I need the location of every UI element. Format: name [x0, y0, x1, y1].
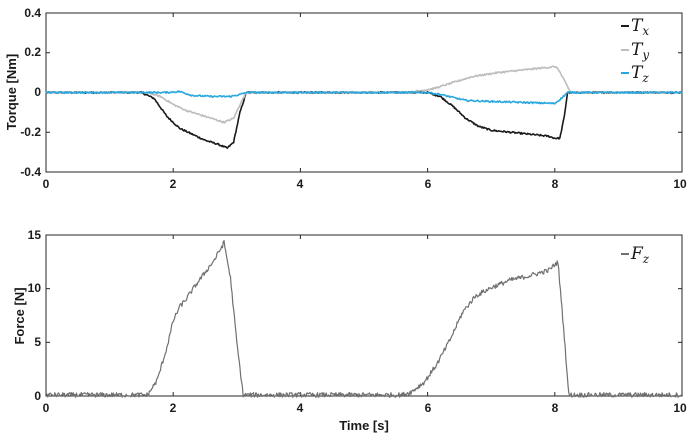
torque-x-tick-1: 2	[170, 177, 177, 191]
force-x-tick-2: 4	[297, 401, 304, 415]
torque-y-tick-2: 0	[34, 85, 41, 99]
force-y-tick-3: 15	[28, 228, 42, 242]
torque-series-lines	[45, 12, 683, 173]
force-series-fz-line	[45, 239, 683, 398]
torque-x-tick-4: 8	[552, 177, 559, 191]
legend-label-ty: Ty	[631, 40, 649, 62]
force-x-tick-5: 10	[673, 401, 687, 415]
force-x-ticks: 0 2 4 6 8 10	[43, 401, 687, 415]
torque-x-tick-2: 4	[297, 177, 304, 191]
force-x-axis-label: Time [s]	[339, 418, 389, 433]
force-y-tick-0: 0	[34, 389, 41, 403]
torque-series-tz-line	[45, 90, 683, 105]
torque-panel: -0.4 -0.2 0 0.2 0.4 0 2 4 6 8 10 Torque …	[4, 6, 687, 191]
torque-y-tick-3: 0.2	[24, 45, 41, 59]
torque-x-tick-0: 0	[43, 177, 50, 191]
force-plot-area	[45, 234, 683, 397]
force-y-axis-label: Force [N]	[12, 287, 27, 344]
legend-label-tx: Tx	[631, 16, 649, 38]
force-y-tick-1: 5	[34, 335, 41, 349]
torque-y-tick-4: 0.4	[24, 6, 41, 20]
torque-x-tick-5: 10	[673, 177, 687, 191]
legend-label-fz: Fz	[630, 244, 650, 266]
legend-label-tz: Tz	[631, 63, 649, 85]
torque-legend: Tx Ty Tz	[621, 16, 649, 85]
force-x-tick-3: 6	[425, 401, 432, 415]
torque-y-axis-label: Torque [Nm]	[4, 54, 19, 130]
force-x-tick-1: 2	[170, 401, 177, 415]
force-y-tick-2: 10	[28, 281, 42, 295]
force-series-lines	[45, 234, 683, 398]
torque-y-tick-0: -0.4	[20, 165, 41, 179]
torque-y-ticks: -0.4 -0.2 0 0.2 0.4	[20, 6, 41, 179]
torque-y-tick-1: -0.2	[20, 125, 41, 139]
torque-x-ticks: 0 2 4 6 8 10	[43, 177, 687, 191]
torque-x-tick-3: 6	[425, 177, 432, 191]
force-legend: Fz	[621, 244, 650, 266]
force-panel: 0 5 10 15 0 2 4 6 8 10 Force [N] Time [s…	[12, 228, 687, 433]
force-y-ticks: 0 5 10 15	[28, 228, 42, 403]
force-x-tick-4: 8	[552, 401, 559, 415]
force-x-tick-0: 0	[43, 401, 50, 415]
